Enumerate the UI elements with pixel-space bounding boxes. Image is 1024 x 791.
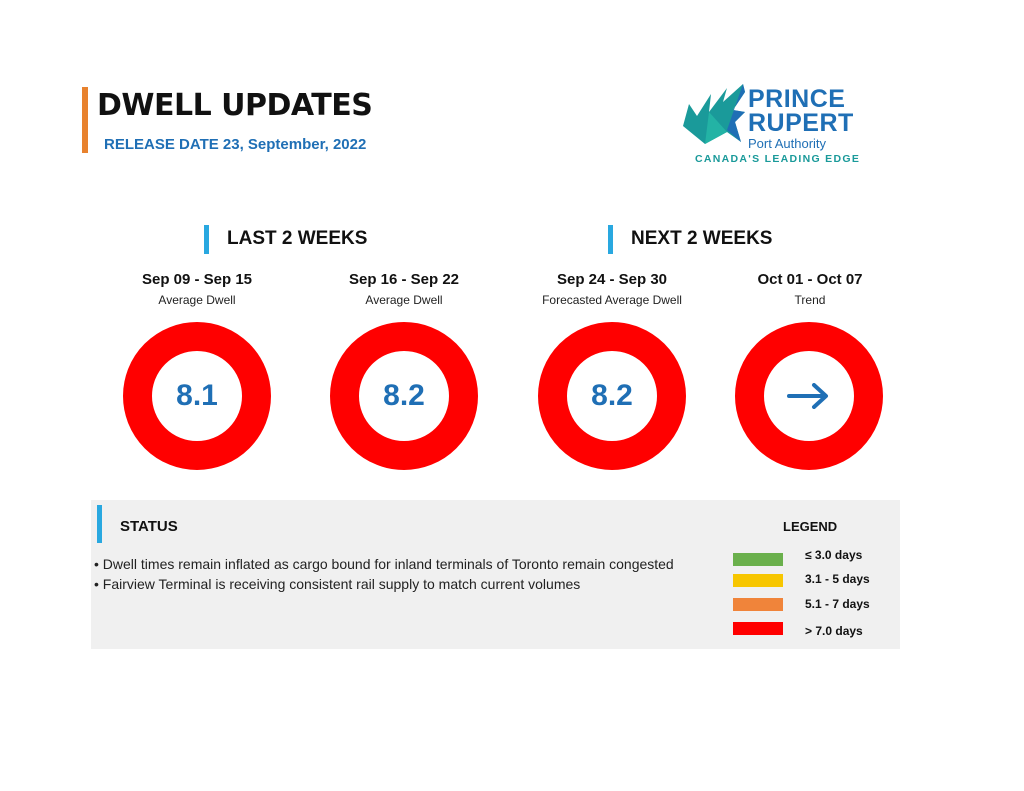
port-authority-logo: PRINCE RUPERT Port Authority CANADA'S LE…	[683, 82, 859, 170]
legend-swatch-orange	[733, 598, 783, 611]
last-weeks-bar	[204, 225, 209, 254]
legend-swatch-red	[733, 622, 783, 635]
period-column-3: Sep 24 - Sep 30 Forecasted Average Dwell	[512, 271, 712, 307]
legend-label: > 7.0 days	[805, 624, 863, 638]
logo-line-3: Port Authority	[748, 136, 827, 151]
legend-heading: LEGEND	[783, 519, 838, 534]
status-line-1: • Dwell times remain inflated as cargo b…	[94, 556, 674, 572]
next-weeks-heading: NEXT 2 WEEKS	[631, 228, 773, 249]
last-weeks-heading: LAST 2 WEEKS	[227, 228, 368, 249]
period-sub: Forecasted Average Dwell	[542, 293, 682, 307]
period-column-4: Oct 01 - Oct 07 Trend	[710, 271, 910, 307]
status-accent-bar	[97, 505, 102, 543]
status-line-2: • Fairview Terminal is receiving consist…	[94, 576, 581, 592]
page-title: DWELL UPDATES	[97, 88, 373, 123]
maple-leaf-icon	[683, 84, 745, 144]
period-label: Sep 09 - Sep 15	[141, 271, 253, 288]
arrow-right-icon	[787, 383, 828, 409]
status-heading: STATUS	[120, 518, 178, 535]
period-sub: Average Dwell	[158, 293, 236, 307]
header-accent-bar	[82, 87, 88, 153]
next-weeks-bar	[608, 225, 613, 254]
period-column-2: Sep 16 - Sep 22 Average Dwell	[304, 271, 504, 307]
period-label: Oct 01 - Oct 07	[757, 271, 863, 288]
dwell-ring-1: 8.1	[123, 322, 271, 470]
forecast-value: 8.2	[591, 379, 633, 412]
trend-ring	[735, 322, 883, 470]
legend-label: ≤ 3.0 days	[805, 548, 863, 562]
period-label: Sep 24 - Sep 30	[556, 271, 668, 288]
period-column-1: Sep 09 - Sep 15 Average Dwell	[97, 271, 297, 307]
legend-label: 5.1 - 7 days	[805, 597, 870, 611]
logo-line-2: RUPERT	[748, 109, 854, 137]
release-date: RELEASE DATE 23, September, 2022	[104, 136, 367, 153]
period-sub: Trend	[794, 293, 826, 307]
status-notes: • Dwell times remain inflated as cargo b…	[94, 555, 694, 595]
legend-swatch-yellow	[733, 574, 783, 587]
logo-tagline: CANADA'S LEADING EDGE	[695, 153, 861, 165]
dwell-value: 8.2	[383, 379, 425, 412]
dwell-value: 8.1	[176, 379, 218, 412]
legend-swatch-green	[733, 553, 783, 566]
dwell-ring-3: 8.2	[538, 322, 686, 470]
legend-label: 3.1 - 5 days	[805, 572, 870, 586]
dwell-ring-2: 8.2	[330, 322, 478, 470]
period-label: Sep 16 - Sep 22	[348, 271, 460, 288]
logo-line-1: PRINCE	[748, 85, 846, 113]
period-sub: Average Dwell	[365, 293, 443, 307]
